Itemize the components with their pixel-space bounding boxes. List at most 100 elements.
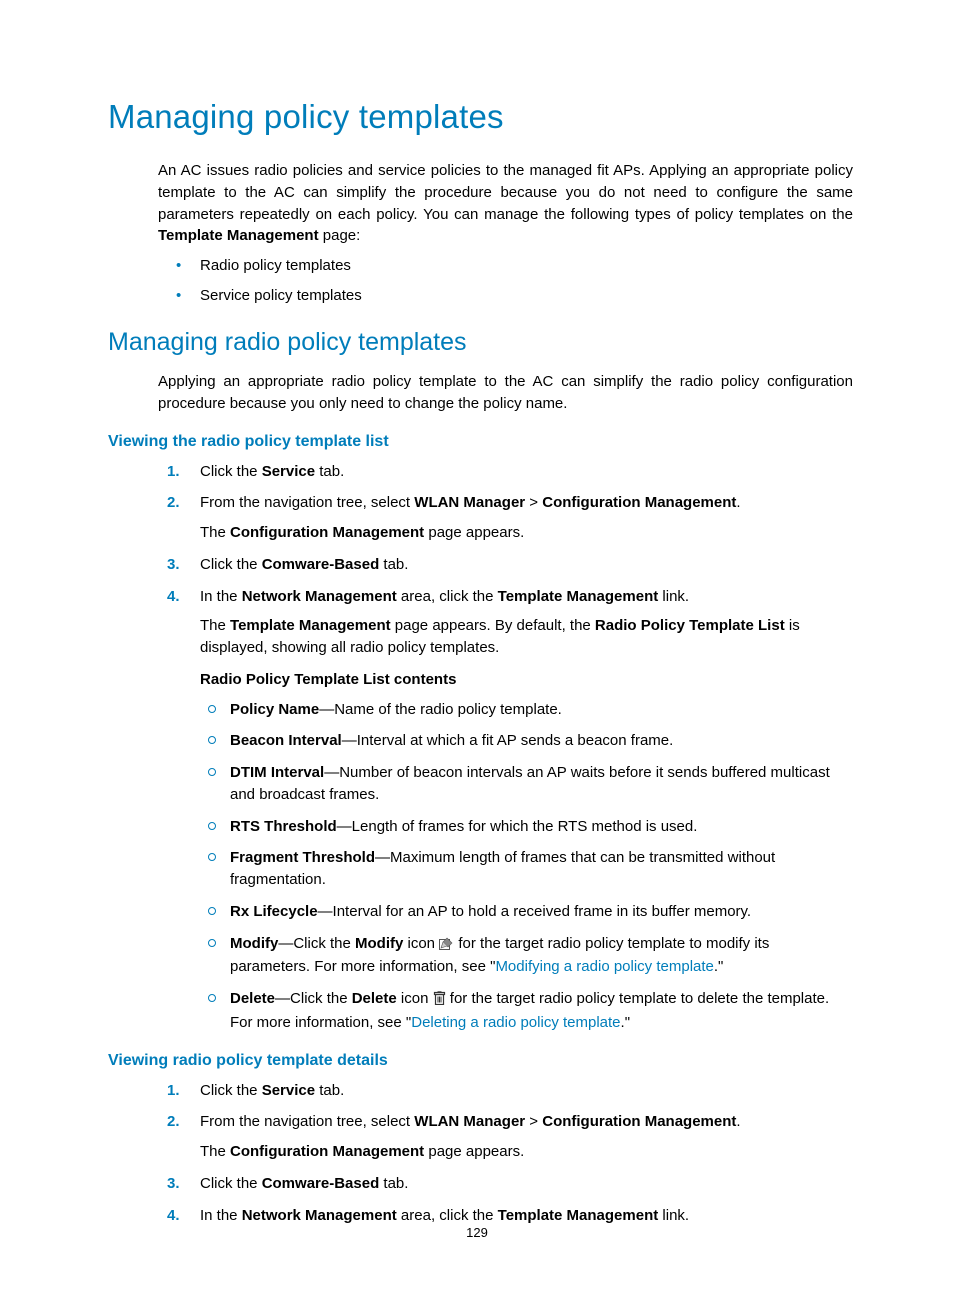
step-bold: Service — [262, 463, 315, 480]
step-text: tab. — [379, 556, 408, 573]
item-text: icon — [397, 990, 433, 1007]
item-bold: Modify — [355, 935, 403, 952]
section-heading: Managing radio policy templates — [108, 328, 853, 357]
delete-link[interactable]: Deleting a radio policy template — [411, 1014, 620, 1031]
step-text: link. — [658, 588, 689, 605]
item-term: RTS Threshold — [230, 818, 337, 835]
step-text: Click the — [200, 1175, 262, 1192]
step-item: In the Network Management area, click th… — [158, 586, 853, 1034]
list-item: Service policy templates — [158, 285, 853, 306]
step-text: page appears. — [424, 524, 524, 541]
step-bold: Radio Policy Template List — [595, 617, 785, 634]
step-text: From the navigation tree, select — [200, 1113, 414, 1130]
step-text: The — [200, 1143, 230, 1160]
step-text: page appears. — [424, 1143, 524, 1160]
step-bold: Configuration Management — [542, 494, 736, 511]
step-text: Click the — [200, 1082, 262, 1099]
steps-list: Click the Service tab. From the navigati… — [158, 1080, 853, 1227]
item-text: —Click the — [275, 990, 352, 1007]
document-page: Managing policy templates An AC issues r… — [108, 98, 853, 1236]
step-text: The — [200, 617, 230, 634]
step-sub-paragraph: The Template Management page appears. By… — [200, 615, 853, 659]
step-bold: Network Management — [242, 588, 397, 605]
step-bold: WLAN Manager — [414, 1113, 525, 1130]
item-term: Fragment Threshold — [230, 849, 375, 866]
step-bold: Comware-Based — [262, 1175, 380, 1192]
item-text: —Click the — [278, 935, 355, 952]
step-bold: Service — [262, 1082, 315, 1099]
intro-text-post: page: — [319, 227, 361, 244]
step-text: tab. — [379, 1175, 408, 1192]
contents-list: Policy Name—Name of the radio policy tem… — [200, 699, 853, 1034]
item-text: icon — [403, 935, 439, 952]
list-item: RTS Threshold—Length of frames for which… — [200, 816, 853, 838]
contents-heading: Radio Policy Template List contents — [200, 669, 853, 691]
step-bold: Template Management — [498, 1207, 659, 1224]
page-number: 129 — [0, 1225, 954, 1240]
step-text: page appears. By default, the — [391, 617, 595, 634]
page-title: Managing policy templates — [108, 98, 853, 136]
step-bold: WLAN Manager — [414, 494, 525, 511]
step-text: . — [736, 1113, 740, 1130]
modify-link[interactable]: Modifying a radio policy template — [495, 958, 713, 975]
step-item: Click the Service tab. — [158, 1080, 853, 1102]
step-text: From the navigation tree, select — [200, 494, 414, 511]
step-text: The — [200, 524, 230, 541]
step-item: Click the Comware-Based tab. — [158, 1173, 853, 1195]
intro-paragraph: An AC issues radio policies and service … — [158, 160, 853, 247]
step-bold: Configuration Management — [230, 524, 424, 541]
steps-list: Click the Service tab. From the navigati… — [158, 461, 853, 1034]
step-text: Click the — [200, 463, 262, 480]
list-item: DTIM Interval—Number of beacon intervals… — [200, 762, 853, 806]
list-item: Fragment Threshold—Maximum length of fra… — [200, 847, 853, 891]
step-text: In the — [200, 588, 242, 605]
item-desc: —Name of the radio policy template. — [319, 701, 562, 718]
step-item: From the navigation tree, select WLAN Ma… — [158, 1111, 853, 1163]
item-text: ." — [714, 958, 724, 975]
radio-intro-block: Applying an appropriate radio policy tem… — [158, 371, 853, 415]
modify-icon — [439, 935, 454, 957]
step-text: tab. — [315, 1082, 344, 1099]
step-bold: Configuration Management — [230, 1143, 424, 1160]
item-term: Rx Lifecycle — [230, 903, 318, 920]
item-term: Policy Name — [230, 701, 319, 718]
step-text: In the — [200, 1207, 242, 1224]
step-text: > — [525, 1113, 542, 1130]
step-text: . — [736, 494, 740, 511]
intro-bold: Template Management — [158, 227, 319, 244]
step-text: Click the — [200, 556, 262, 573]
intro-text-pre: An AC issues radio policies and service … — [158, 162, 853, 223]
step-sub-paragraph: The Configuration Management page appear… — [200, 522, 853, 544]
step-text: area, click the — [397, 1207, 498, 1224]
list-item: Delete—Click the Delete icon for the tar… — [200, 988, 853, 1034]
item-desc: —Interval at which a fit AP sends a beac… — [342, 732, 674, 749]
step-text: > — [525, 494, 542, 511]
radio-intro-paragraph: Applying an appropriate radio policy tem… — [158, 371, 853, 415]
step-sub-paragraph: The Configuration Management page appear… — [200, 1141, 853, 1163]
step-item: Click the Service tab. — [158, 461, 853, 483]
step-bold: Network Management — [242, 1207, 397, 1224]
item-term: Beacon Interval — [230, 732, 342, 749]
item-term: DTIM Interval — [230, 764, 324, 781]
step-item: In the Network Management area, click th… — [158, 1205, 853, 1227]
item-text: ." — [621, 1014, 631, 1031]
step-bold: Template Management — [230, 617, 391, 634]
step-bold: Template Management — [498, 588, 659, 605]
step-text: tab. — [315, 463, 344, 480]
step-text: link. — [658, 1207, 689, 1224]
list-item: Beacon Interval—Interval at which a fit … — [200, 730, 853, 752]
delete-icon — [433, 990, 446, 1012]
step-item: From the navigation tree, select WLAN Ma… — [158, 492, 853, 544]
item-term: Delete — [230, 990, 275, 1007]
step-item: Click the Comware-Based tab. — [158, 554, 853, 576]
intro-bullet-list: Radio policy templates Service policy te… — [158, 255, 853, 306]
list-item: Modify—Click the Modify icon for the tar… — [200, 933, 853, 979]
item-term: Modify — [230, 935, 278, 952]
step-text: area, click the — [397, 588, 498, 605]
subsection-heading: Viewing the radio policy template list — [108, 433, 853, 451]
step-bold: Comware-Based — [262, 556, 380, 573]
list-item: Policy Name—Name of the radio policy tem… — [200, 699, 853, 721]
item-desc: —Interval for an AP to hold a received f… — [318, 903, 752, 920]
list-item: Rx Lifecycle—Interval for an AP to hold … — [200, 901, 853, 923]
item-bold: Delete — [352, 990, 397, 1007]
